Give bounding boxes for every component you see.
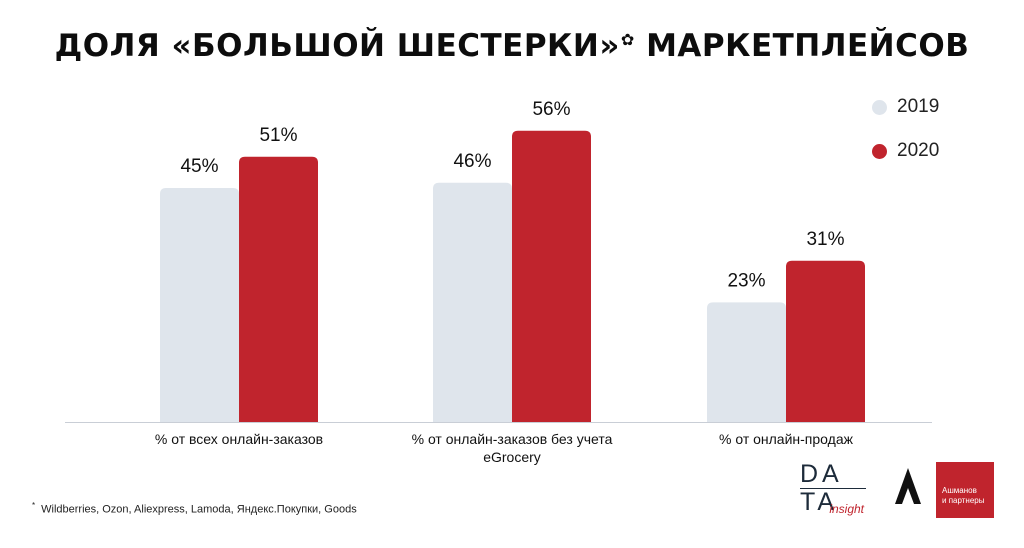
legend-label-2020: 2020: [897, 140, 940, 161]
footnote-mark-icon: ✿: [620, 29, 635, 49]
data-insight-logo: DA TA insight: [800, 462, 866, 516]
bar-2020-0: [239, 156, 318, 423]
legend-label-2019: 2019: [897, 96, 940, 117]
ashmanov-logo: Ашманов и партнеры: [936, 462, 994, 518]
data-logo-line2: TA: [800, 488, 839, 516]
category-label-2-0: % от онлайн-продаж: [719, 431, 854, 447]
data-label-2019-1: 46%: [453, 151, 491, 172]
chart-title-tail: МАРКЕТПЛЕЙСОВ: [646, 28, 970, 64]
bar-2019-1: [433, 182, 512, 422]
ashmanov-logo-line1: Ашманов: [942, 486, 977, 495]
data-logo-divider: [800, 488, 866, 489]
bar-2019-2: [707, 302, 786, 422]
bar-2019-0: [160, 188, 239, 422]
data-label-2019-0: 45%: [180, 156, 218, 177]
category-label-0-0: % от всех онлайн-заказов: [155, 431, 323, 447]
category-label-1-1: eGrocery: [483, 449, 541, 465]
bar-2020-1: [512, 130, 591, 423]
data-label-2020-1: 56%: [532, 99, 570, 120]
legend: 2019 2020: [872, 96, 939, 184]
footnote-text: Wildberries, Ozon, Aliexpress, Lamoda, Я…: [41, 503, 357, 516]
legend-swatch-2020: [872, 143, 887, 159]
data-logo-insight: insight: [829, 502, 864, 516]
data-label-2020-0: 51%: [259, 125, 297, 146]
data-label-2019-2: 23%: [727, 270, 765, 291]
bar-2020-2: [786, 260, 865, 422]
legend-item-2020: 2020: [872, 140, 939, 162]
footnote: * Wildberries, Ozon, Aliexpress, Lamoda, …: [32, 501, 357, 516]
footnote-marker: *: [32, 501, 36, 510]
legend-swatch-2019: [872, 99, 887, 115]
data-logo-line1: DA: [800, 460, 843, 488]
category-label-1-0: % от онлайн-заказов без учета: [412, 431, 613, 447]
arrow-logo-icon: [895, 468, 921, 504]
ashmanov-logo-line2: и партнеры: [942, 496, 985, 505]
chart-title: ДОЛЯ «БОЛЬШОЙ ШЕСТЕРКИ»✿ МАРКЕТПЛЕЙСОВ: [0, 28, 1024, 64]
legend-item-2019: 2019: [872, 96, 939, 118]
chart-title-text: ДОЛЯ «БОЛЬШОЙ ШЕСТЕРКИ»: [54, 28, 620, 64]
data-label-2020-2: 31%: [806, 229, 844, 250]
